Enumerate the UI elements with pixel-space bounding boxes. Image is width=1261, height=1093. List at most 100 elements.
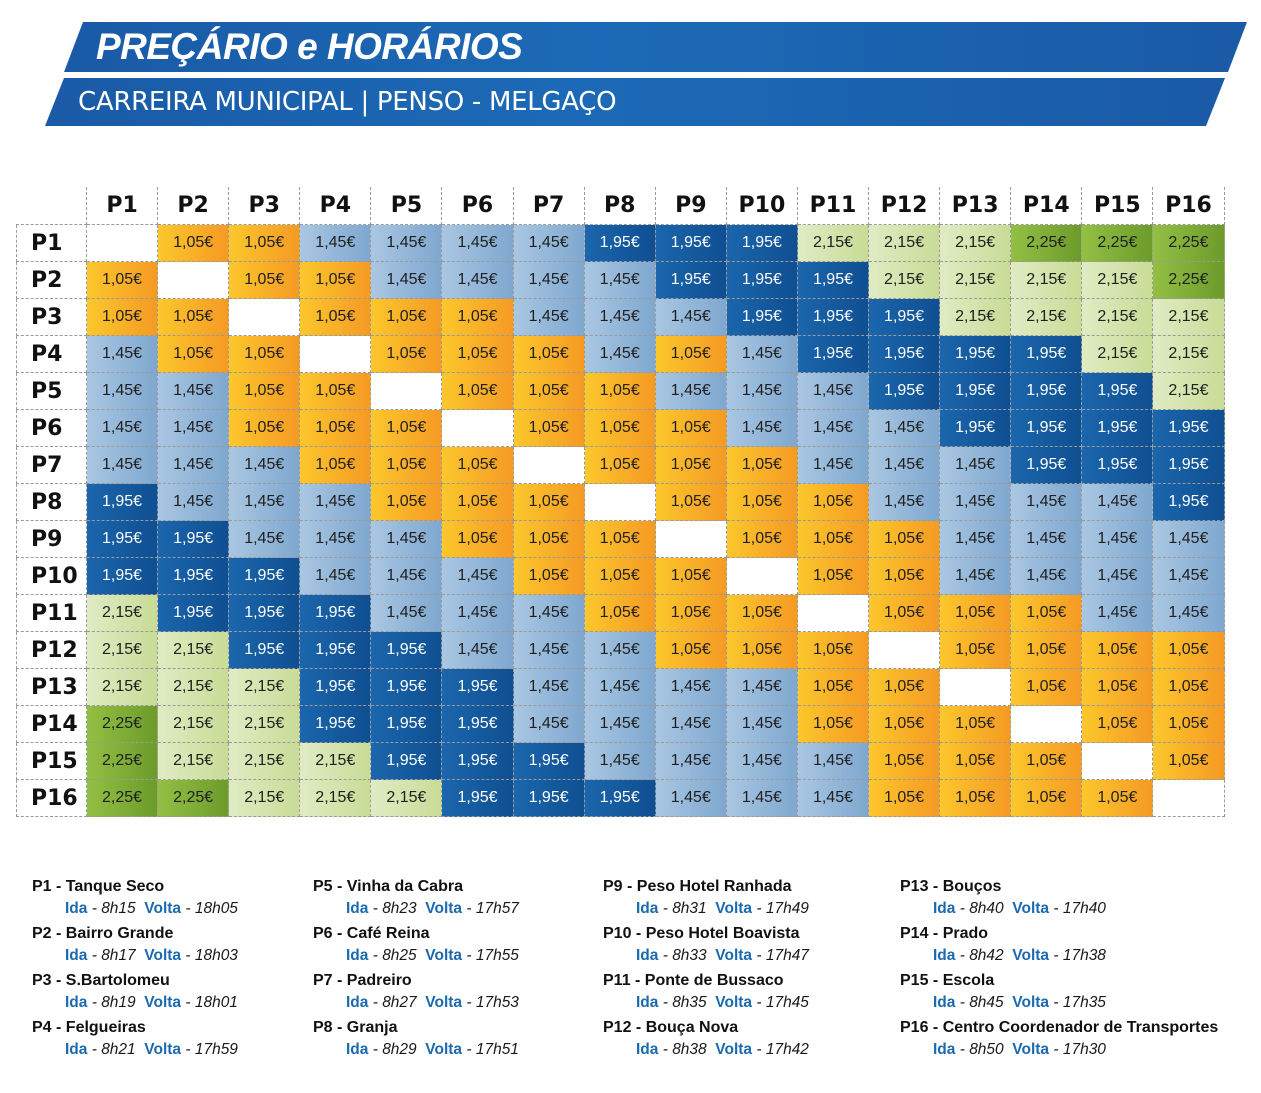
price-cell: 1,95€ [655, 225, 727, 262]
stop-entry: P5 - Vinha da Cabra Ida - 8h23 Volta - 17… [313, 876, 519, 919]
stop-name: P12 - Bouça Nova [603, 1019, 739, 1036]
price-cell: 2,15€ [1082, 262, 1154, 299]
price-cell: 2,15€ [229, 669, 301, 706]
price-cell [797, 595, 870, 632]
volta-label: Volta [715, 947, 753, 964]
price-cell [1082, 743, 1154, 780]
price-cell: 1,45€ [371, 225, 443, 262]
price-cell: 1,45€ [513, 706, 585, 743]
price-cell: 1,45€ [300, 521, 372, 558]
price-cell: 1,95€ [442, 743, 514, 780]
column-header: P10 [726, 187, 798, 225]
price-cell: 2,25€ [87, 706, 159, 743]
price-cell [300, 336, 372, 373]
column-header: P8 [584, 187, 656, 225]
stop-name: P1 - Tanque Seco [32, 878, 165, 895]
price-cell: 1,05€ [442, 373, 514, 410]
price-cell: 1,05€ [513, 410, 585, 447]
price-cell: 1,05€ [655, 632, 727, 669]
price-cell: 1,95€ [940, 373, 1012, 410]
price-cell: 1,05€ [158, 336, 230, 373]
stop-name: P2 - Bairro Grande [32, 925, 174, 942]
price-cell: 1,45€ [513, 595, 585, 632]
price-cell: 2,15€ [869, 262, 941, 299]
volta-label: Volta [425, 994, 463, 1011]
price-cell: 1,05€ [584, 558, 656, 595]
price-cell: 1,45€ [229, 484, 301, 521]
price-cell: 1,95€ [300, 669, 372, 706]
price-cell [513, 447, 585, 484]
price-cell: 1,05€ [513, 558, 585, 595]
price-cell: 1,95€ [1153, 484, 1225, 521]
price-cell [442, 410, 514, 447]
price-cell: 2,15€ [1082, 336, 1154, 373]
price-cell: 1,45€ [87, 373, 159, 410]
price-cell: 2,15€ [229, 780, 301, 817]
price-cell: 1,05€ [655, 410, 727, 447]
price-cell: 1,05€ [869, 595, 941, 632]
price-cell: 1,05€ [797, 706, 870, 743]
ida-label: Ida [346, 900, 369, 917]
price-cell: 1,95€ [797, 336, 870, 373]
price-cell: 2,15€ [158, 669, 230, 706]
stop-times: Ida - 8h45 Volta - 17h35 [933, 994, 1106, 1011]
row-header: P5 [16, 373, 87, 410]
price-cell: 1,45€ [940, 484, 1012, 521]
price-cell: 1,95€ [442, 706, 514, 743]
price-cell: 2,15€ [300, 780, 372, 817]
column-header: P9 [655, 187, 727, 225]
price-cell: 1,95€ [158, 595, 230, 632]
schedule-column-4: P13 - Bouços Ida - 8h40 Volta - 17h40 P14 … [900, 876, 1218, 1064]
price-cell: 1,05€ [869, 669, 941, 706]
price-cell: 1,45€ [726, 743, 798, 780]
price-cell: 1,95€ [229, 595, 301, 632]
price-cell: 1,45€ [869, 410, 941, 447]
volta-label: Volta [1012, 1041, 1050, 1058]
stop-entry: P8 - Granja Ida - 8h29 Volta - 17h51 [313, 1017, 519, 1060]
price-cell: 1,05€ [584, 595, 656, 632]
price-cell: 1,05€ [1153, 632, 1225, 669]
price-cell: 1,05€ [869, 521, 941, 558]
price-cell: 1,95€ [655, 262, 727, 299]
volta-time: 17h47 [765, 947, 809, 964]
price-cell: 1,95€ [442, 669, 514, 706]
price-cell: 1,05€ [513, 336, 585, 373]
price-cell: 2,15€ [869, 225, 941, 262]
price-cell: 1,05€ [442, 299, 514, 336]
volta-time: 18h01 [194, 994, 238, 1011]
ida-time: 8h19 [101, 994, 136, 1011]
ida-label: Ida [636, 994, 659, 1011]
price-cell: 1,95€ [940, 410, 1012, 447]
price-cell: 2,25€ [1082, 225, 1154, 262]
stop-name: P14 - Prado [900, 925, 989, 942]
price-cell: 2,15€ [371, 780, 443, 817]
price-cell: 1,95€ [869, 336, 941, 373]
price-cell: 1,45€ [940, 447, 1012, 484]
price-cell: 1,45€ [229, 447, 301, 484]
ida-label: Ida [65, 947, 88, 964]
ida-label: Ida [65, 1041, 88, 1058]
stop-entry: P16 - Centro Coordenador de Transportes I… [900, 1017, 1218, 1060]
price-cell: 1,45€ [442, 558, 514, 595]
stop-times: Ida - 8h17 Volta - 18h03 [65, 947, 238, 964]
row-header: P1 [16, 225, 87, 262]
price-cell [1153, 780, 1225, 817]
volta-time: 17h55 [475, 947, 519, 964]
price-cell: 1,05€ [797, 558, 870, 595]
price-cell: 1,45€ [1082, 558, 1154, 595]
price-cell: 1,05€ [1082, 706, 1154, 743]
price-cell: 1,95€ [1011, 410, 1083, 447]
price-cell: 1,45€ [87, 336, 159, 373]
price-cell: 1,05€ [300, 373, 372, 410]
stop-entry: P11 - Ponte de Bussaco Ida - 8h35 Volta -… [603, 970, 809, 1013]
price-cell: 1,45€ [655, 669, 727, 706]
stop-times: Ida - 8h38 Volta - 17h42 [636, 1041, 809, 1058]
ida-label: Ida [65, 994, 88, 1011]
price-cell: 1,95€ [797, 299, 870, 336]
price-cell: 1,45€ [300, 484, 372, 521]
row-header: P11 [16, 595, 87, 632]
volta-label: Volta [144, 947, 182, 964]
price-cell: 1,45€ [726, 706, 798, 743]
price-cell: 1,95€ [300, 632, 372, 669]
volta-label: Volta [144, 1041, 182, 1058]
